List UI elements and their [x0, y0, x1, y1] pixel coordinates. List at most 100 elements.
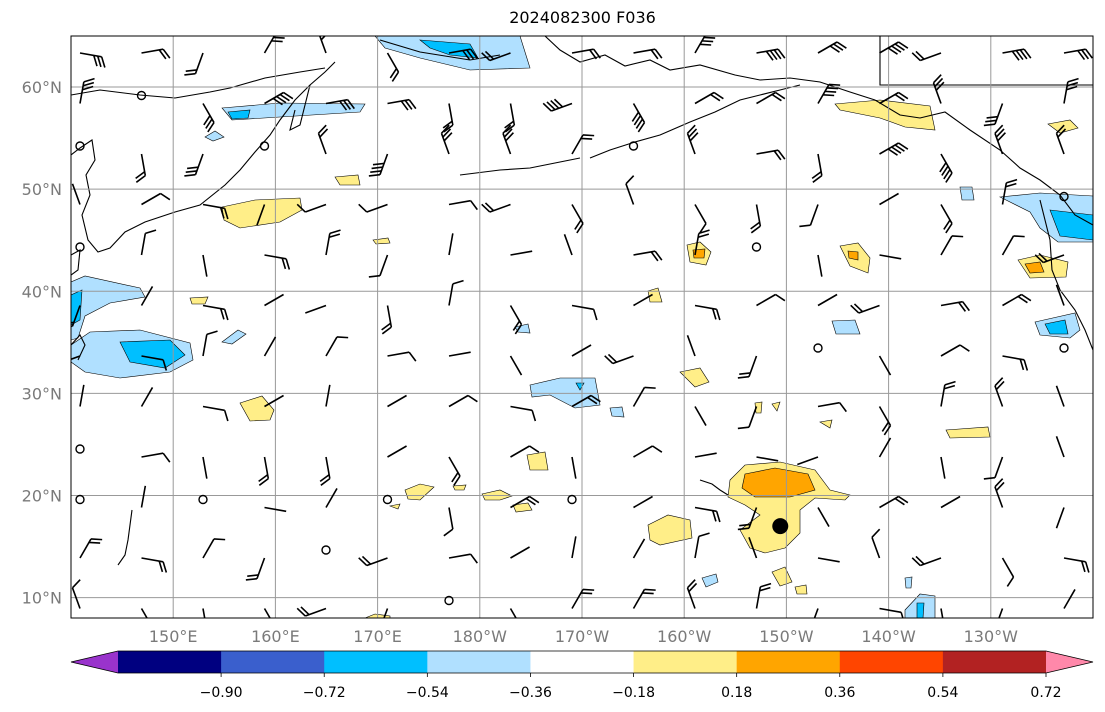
- shaded-region: [1017, 254, 1069, 279]
- colorbar-segment: [324, 651, 428, 673]
- calm-circle: [628, 141, 639, 151]
- shaded-region: [771, 401, 781, 412]
- wind-barb: [387, 445, 407, 458]
- wind-barb: [263, 608, 277, 618]
- wind-barb: [510, 445, 540, 458]
- shaded-region: [189, 296, 209, 305]
- calm-circle: [198, 494, 208, 505]
- shaded-region: [334, 174, 361, 186]
- wind-barb: [140, 608, 154, 618]
- wind-barb: [571, 588, 595, 609]
- calm-circle: [75, 494, 85, 505]
- wind-barb: [448, 48, 478, 61]
- wind-barb: [79, 538, 103, 559]
- x-tick-label: 170°W: [555, 627, 610, 646]
- wind-barb: [940, 456, 946, 479]
- wind-barb: [140, 286, 154, 306]
- wind-barb: [448, 233, 454, 256]
- wind-barb: [264, 91, 294, 106]
- wind-barb: [571, 344, 592, 357]
- shaded-region: [71, 275, 146, 341]
- shaded-region: [647, 514, 693, 546]
- wind-barb: [879, 192, 899, 206]
- y-tick-label: 30°N: [22, 384, 62, 403]
- shaded-region: [239, 395, 275, 422]
- calm-circle: [382, 494, 393, 505]
- wind-barb: [748, 537, 758, 559]
- wind-barb: [878, 406, 892, 436]
- wind-barb: [994, 478, 1005, 508]
- wind-barb: [756, 91, 786, 105]
- wind-barb: [879, 607, 906, 618]
- wind-barb: [1055, 385, 1065, 407]
- wind-barb: [817, 83, 841, 104]
- wind-barb: [940, 495, 961, 509]
- shaded-region: [419, 39, 479, 59]
- wind-barb: [879, 142, 909, 156]
- wind-barb: [317, 124, 329, 155]
- wind-barb: [571, 536, 577, 559]
- shaded-region: [945, 426, 991, 439]
- map-area: [71, 36, 1093, 618]
- wind-barb: [71, 355, 81, 365]
- wind-barb: [737, 355, 758, 379]
- wind-barb: [983, 103, 1004, 127]
- colorbar-label: 0.72: [1030, 685, 1061, 701]
- coastline: [459, 157, 581, 176]
- wind-barb: [296, 606, 327, 617]
- wind-barb: [686, 579, 698, 609]
- wind-barb: [694, 452, 717, 458]
- colorbar-segment: [221, 651, 325, 673]
- wind-barb: [325, 384, 331, 407]
- wind-barb: [756, 293, 786, 307]
- wind-barb: [140, 229, 157, 256]
- wind-barb: [879, 91, 909, 105]
- colorbar-label: −0.90: [200, 685, 243, 701]
- wind-barb: [571, 204, 584, 234]
- wind-barb: [1063, 77, 1079, 104]
- wind-barb: [737, 406, 758, 430]
- wind-barb: [358, 555, 388, 567]
- wind-barb: [325, 229, 341, 256]
- wind-barb: [694, 91, 724, 105]
- wind-barb: [1034, 252, 1065, 264]
- shaded-region: [204, 130, 225, 142]
- wind-barb: [632, 538, 646, 559]
- wind-barb: [509, 355, 523, 376]
- wind-barb: [510, 495, 540, 509]
- wind-barb: [563, 234, 573, 256]
- y-tick-label: 40°N: [22, 282, 62, 301]
- calm-circle: [1059, 343, 1069, 353]
- x-tick-label: 160°W: [657, 627, 712, 646]
- wind-barb: [571, 134, 595, 155]
- wind-barb: [631, 103, 646, 133]
- wind-barb: [202, 103, 215, 133]
- wind-barb: [140, 485, 147, 508]
- wind-barb: [756, 48, 786, 61]
- coastline: [699, 479, 729, 496]
- wind-barb: [633, 445, 663, 458]
- colorbar-segment: [839, 651, 944, 673]
- shaded-region: [512, 502, 533, 513]
- shaded-region: [526, 451, 549, 471]
- wind-barb: [939, 153, 953, 183]
- wind-barb: [448, 351, 471, 357]
- colorbar-label: 0.36: [824, 685, 855, 701]
- wind-barb: [983, 456, 1004, 480]
- wind-barb: [879, 41, 909, 55]
- wind-barb: [809, 608, 819, 618]
- wind-barb: [448, 199, 478, 211]
- coastline: [71, 249, 81, 276]
- calm-circle: [259, 141, 270, 151]
- wind-barb: [184, 52, 204, 76]
- coastline: [874, 99, 1093, 226]
- wind-barb: [940, 380, 956, 407]
- wind-barb: [750, 204, 762, 234]
- colorbar-segment: [633, 651, 738, 673]
- shaded-region: [372, 237, 391, 245]
- wind-barb: [994, 608, 1004, 618]
- wind-barb: [509, 608, 523, 618]
- shaded-region: [904, 576, 913, 589]
- colorbar-segment: [942, 651, 1047, 673]
- wind-barb: [1055, 507, 1065, 529]
